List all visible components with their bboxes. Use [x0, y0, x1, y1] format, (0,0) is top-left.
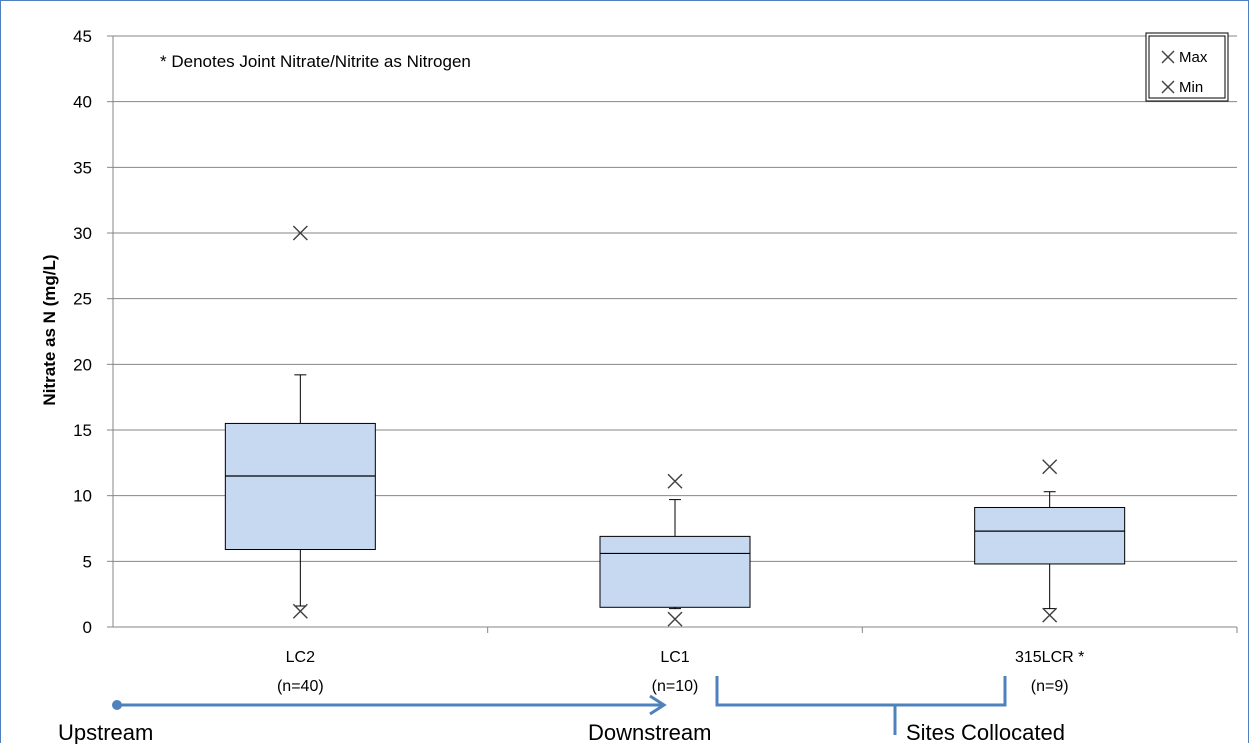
max-marker-stroke [292, 225, 308, 241]
y-tick-label: 25 [73, 290, 92, 309]
downstream-label: Downstream [588, 720, 711, 744]
max-marker [667, 473, 683, 489]
boxes [224, 225, 1126, 627]
legend-min-marker-icon [1161, 80, 1175, 94]
iqr-box [974, 506, 1126, 565]
legend: Max Min [1145, 32, 1229, 102]
min-marker-stroke [667, 611, 683, 627]
y-tick-label: 0 [83, 618, 92, 637]
flow-annotation: Upstream Downstream Sites Collocated [58, 676, 1065, 744]
iqr-box [224, 422, 376, 551]
min-marker [292, 603, 308, 619]
y-tick-label: 10 [73, 487, 92, 506]
x-count-label: (n=10) [652, 678, 699, 695]
y-tick-label: 40 [73, 93, 92, 112]
box-series-0 [224, 225, 376, 619]
y-axis-label: Nitrate as N (mg/L) [40, 254, 59, 405]
box-series-2 [974, 459, 1126, 623]
y-tick-label: 15 [73, 421, 92, 440]
x-category-label: LC2 [286, 649, 315, 666]
annotation-note: * Denotes Joint Nitrate/Nitrite as Nitro… [160, 52, 471, 71]
collocated-bracket [715, 676, 1007, 707]
arrow-head-icon [649, 694, 667, 716]
upstream-label: Upstream [58, 720, 153, 744]
legend-max-label: Max [1179, 49, 1208, 66]
y-tick-label: 45 [73, 27, 92, 46]
max-marker [292, 225, 308, 241]
legend-min-label: Min [1179, 79, 1203, 96]
y-tick-label: 30 [73, 224, 92, 243]
x-count-label: (n=40) [277, 678, 324, 695]
axes: 0 5 10 15 20 25 30 35 40 45 LC2 (n=40) LC1 (n=10) 315L… [73, 27, 1238, 695]
max-marker-stroke [1042, 459, 1058, 475]
min-marker-stroke [292, 603, 308, 619]
sites-collocated-label: Sites Collocated [906, 720, 1065, 744]
max-marker-stroke [667, 473, 683, 489]
iqr-box [599, 535, 751, 608]
x-count-label: (n=9) [1031, 678, 1069, 695]
box-series-1 [599, 473, 751, 627]
x-category-label: LC1 [660, 649, 689, 666]
min-marker-stroke [1042, 607, 1058, 623]
y-tick-label: 20 [73, 355, 92, 374]
y-tick-label: 5 [83, 552, 92, 571]
max-marker [1042, 459, 1058, 475]
min-marker [667, 611, 683, 627]
min-marker [1042, 607, 1058, 623]
x-category-label: 315LCR * [1015, 649, 1084, 666]
legend-max-marker-icon [1161, 50, 1175, 64]
y-tick-label: 35 [73, 158, 92, 177]
